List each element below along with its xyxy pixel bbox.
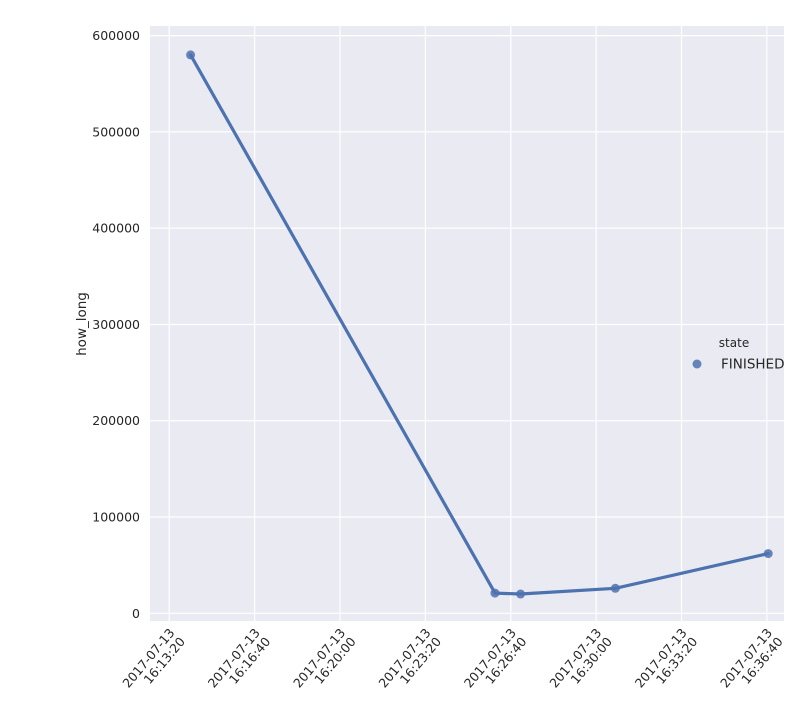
x-tick-label: 2017-07-1316:23:20 — [375, 625, 444, 699]
y-tick-label: 100000 — [92, 510, 140, 525]
data-point — [763, 549, 773, 559]
y-tick-label: 400000 — [92, 221, 140, 236]
x-tick-label: 2017-07-1316:30:00 — [546, 625, 615, 699]
x-tick-label: 2017-07-1316:26:40 — [461, 625, 530, 699]
y-tick-labels: 0 100000 200000 300000 400000 500000 600000 — [92, 28, 140, 621]
legend: state FINISHED — [692, 336, 784, 373]
y-tick-label: 300000 — [92, 317, 140, 332]
y-tick-label: 200000 — [92, 413, 140, 428]
y-gridlines — [150, 35, 784, 614]
data-point — [490, 588, 500, 598]
data-point — [516, 589, 526, 599]
y-tick-label: 600000 — [92, 28, 140, 43]
x-tick-label: 2017-07-1316:36:40 — [717, 625, 786, 699]
data-point — [186, 50, 196, 60]
x-tick-label: 2017-07-1316:33:20 — [632, 625, 701, 699]
x-tick-label: 2017-07-1316:16:40 — [205, 625, 274, 699]
legend-marker-icon — [692, 359, 702, 369]
y-axis-label: how_long — [74, 292, 90, 356]
y-tick-label: 0 — [132, 606, 140, 621]
x-gridlines — [168, 26, 768, 621]
x-tick-label: 2017-07-1316:20:00 — [290, 625, 359, 699]
y-tick-label: 500000 — [92, 124, 140, 139]
legend-label-finished: FINISHED — [721, 357, 784, 373]
series-layer — [186, 50, 773, 599]
plot-background — [150, 26, 784, 621]
legend-title: state — [719, 336, 749, 350]
x-tick-label: 2017-07-1316:13:20 — [119, 625, 188, 699]
x-tick-labels: 2017-07-1316:13:20 2017-07-1316:16:40 2017… — [119, 625, 786, 699]
data-point — [610, 583, 620, 593]
